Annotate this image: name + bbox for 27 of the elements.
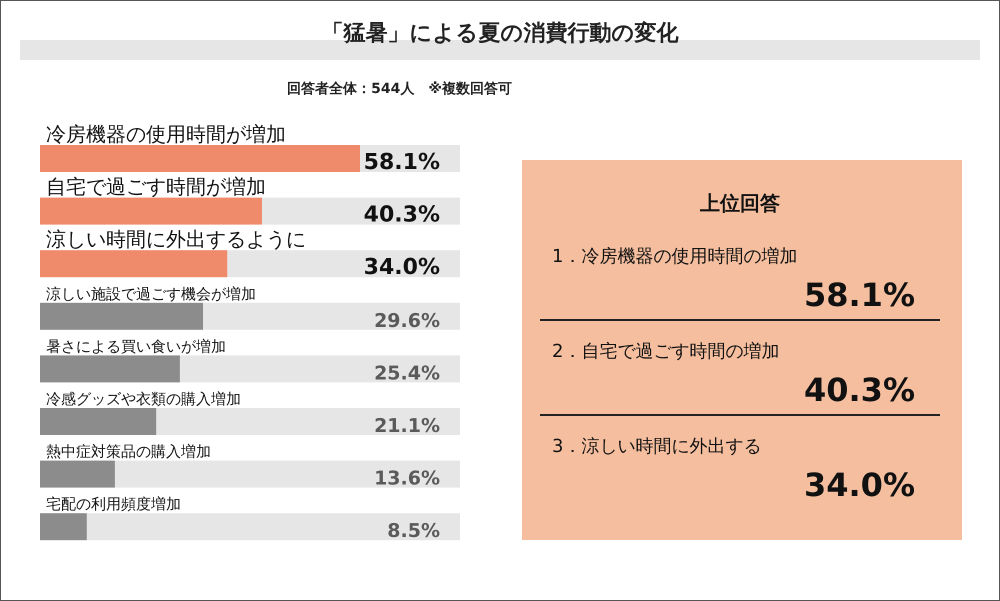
text: 34.0%: [804, 466, 915, 504]
y-tick-label: 暑さによる買い食いが増加: [46, 337, 226, 356]
y-tick-label: 熱中症対策品の購入増加: [46, 442, 211, 461]
y-tick-label: 涼しい時間に外出するように: [46, 227, 306, 252]
text: 1．冷房機器の使用時間の増加: [552, 246, 798, 267]
data-label: 29.6%: [374, 310, 440, 332]
y-tick-label: 宅配の利用頻度増加: [46, 495, 181, 514]
text: 58.1%: [804, 276, 915, 314]
text: 2．自宅で過ごす時間の増加: [552, 341, 780, 362]
data-label: 58.1%: [364, 150, 440, 175]
text: 回答者全体：544人 ※複数回答可: [287, 80, 512, 97]
text: 上位回答: [699, 191, 780, 215]
data-label: 13.6%: [374, 468, 440, 490]
y-tick-label: 冷房機器の使用時間が増加: [46, 122, 286, 146]
text: 40.3%: [804, 371, 915, 409]
data-label: 21.1%: [374, 415, 440, 437]
y-tick-label: 冷感グッズや衣類の購入増加: [46, 390, 241, 408]
data-label: 34.0%: [364, 255, 440, 280]
data-label: 25.4%: [374, 362, 440, 384]
bar: [40, 460, 115, 488]
text: 「猛暑」による夏の消費行動の変化: [322, 20, 680, 46]
data-label: 40.3%: [364, 202, 440, 228]
bar: [40, 513, 87, 540]
text: 3．涼しい時間に外出する: [552, 436, 762, 457]
y-tick-label: 自宅で過ごす時間が増加: [46, 174, 266, 199]
data-label: 8.5%: [387, 520, 440, 542]
y-tick-label: 涼しい施設で過ごす機会が増加: [46, 284, 256, 303]
